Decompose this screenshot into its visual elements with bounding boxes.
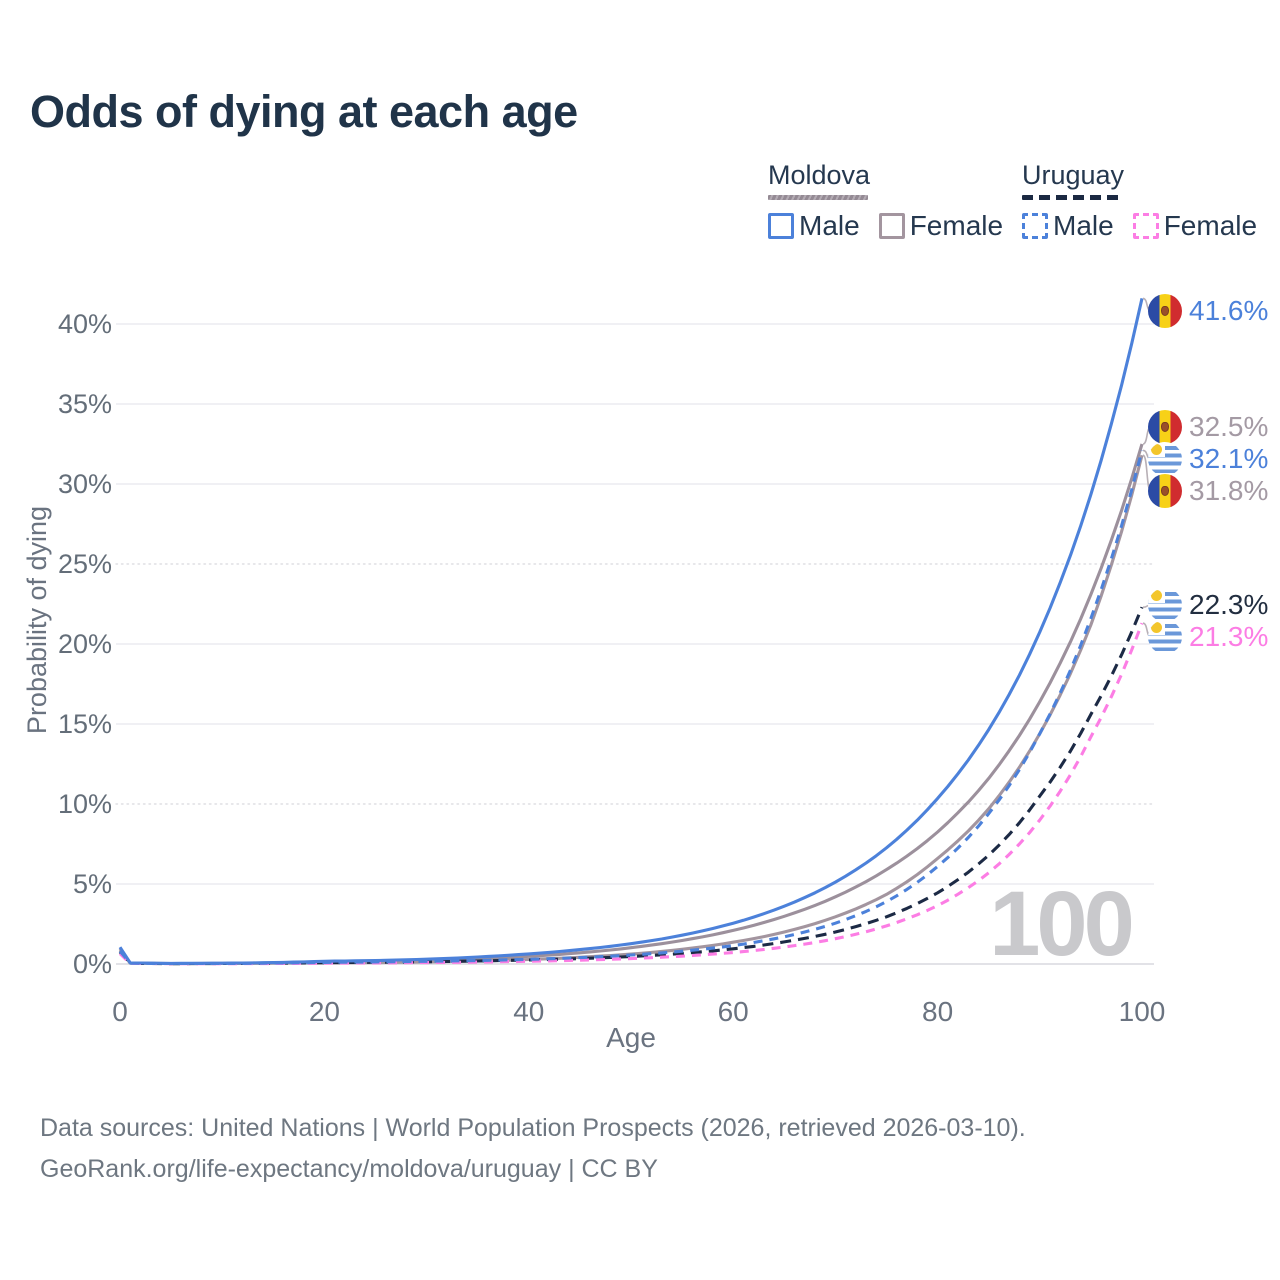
x-tick-label: 100 xyxy=(1119,996,1166,1027)
legend-group-uruguay: Uruguay Male Female xyxy=(1022,160,1257,242)
end-value-moldova_female: 31.8% xyxy=(1189,475,1269,506)
chart-footer: Data sources: United Nations | World Pop… xyxy=(40,1108,1026,1190)
moldova-total-line-swatch xyxy=(768,195,868,200)
series-end-label-uruguay_total: 22.3% xyxy=(1148,587,1268,623)
x-axis-title: Age xyxy=(606,1022,656,1053)
x-tick-label: 60 xyxy=(718,996,749,1027)
series-line-uruguay_female xyxy=(118,622,1144,966)
y-tick-label: 30% xyxy=(58,469,112,499)
series-line-uruguay_male xyxy=(118,450,1144,966)
y-tick-label: 35% xyxy=(58,389,112,419)
series-end-label-moldova_male: 41.6% xyxy=(1148,293,1268,329)
moldova-male-swatch-icon xyxy=(768,213,794,239)
series-end-label-uruguay_female: 21.3% xyxy=(1148,619,1268,655)
y-tick-label: 20% xyxy=(58,629,112,659)
uruguay-total-line-swatch xyxy=(1022,195,1122,200)
end-value-moldova_total: 32.5% xyxy=(1189,411,1269,442)
footer-data-sources: Data sources: United Nations | World Pop… xyxy=(40,1114,1026,1142)
x-tick-label: 80 xyxy=(922,996,953,1027)
y-tick-label: 0% xyxy=(73,949,112,979)
x-tick-label: 0 xyxy=(112,996,128,1027)
uruguay-flag-icon xyxy=(1148,588,1182,622)
y-tick-label: 10% xyxy=(58,789,112,819)
end-value-uruguay_male: 32.1% xyxy=(1189,443,1269,474)
legend-item-uruguay-female[interactable]: Female xyxy=(1132,210,1258,242)
series-line-moldova_male xyxy=(118,298,1144,965)
end-value-uruguay_total: 22.3% xyxy=(1189,589,1269,620)
hover-age-watermark: 100 xyxy=(989,873,1131,975)
moldova-female-swatch-icon xyxy=(878,213,905,239)
page-title: Odds of dying at each age xyxy=(30,86,578,137)
legend-item-moldova-male-label: Male xyxy=(799,210,860,241)
y-tick-label: 40% xyxy=(58,309,112,339)
moldova-flag-icon xyxy=(1148,294,1182,328)
legend-item-uruguay-male[interactable]: Male xyxy=(1022,210,1114,242)
moldova-flag-icon xyxy=(1148,474,1182,508)
legend-country-uruguay: Uruguay xyxy=(1022,160,1257,200)
legend-country-uruguay-label: Uruguay xyxy=(1022,160,1125,190)
y-axis-title: Probability of dying xyxy=(22,506,52,734)
legend-item-moldova-female-label: Female xyxy=(909,210,1004,241)
series-end-label-moldova_total: 32.5% xyxy=(1148,409,1268,445)
y-tick-label: 25% xyxy=(58,549,112,579)
y-tick-label: 15% xyxy=(58,709,112,739)
series-line-uruguay_total xyxy=(118,606,1144,966)
legend-country-moldova: Moldova xyxy=(768,160,1003,200)
legend-country-moldova-label: Moldova xyxy=(768,160,871,190)
x-tick-label: 20 xyxy=(309,996,340,1027)
y-tick-label: 5% xyxy=(73,869,112,899)
uruguay-flag-icon xyxy=(1148,620,1182,654)
series-end-label-uruguay_male: 32.1% xyxy=(1148,441,1268,477)
end-value-moldova_male: 41.6% xyxy=(1189,295,1269,326)
legend-item-uruguay-female-label: Female xyxy=(1163,210,1258,241)
legend-group-moldova: Moldova Male Female xyxy=(768,160,1003,242)
series-end-label-moldova_female: 31.8% xyxy=(1148,473,1268,509)
uruguay-male-swatch-icon xyxy=(1022,213,1048,239)
uruguay-female-swatch-icon xyxy=(1132,213,1159,239)
moldova-flag-icon xyxy=(1148,410,1182,444)
footer-attribution: GeoRank.org/life-expectancy/moldova/urug… xyxy=(40,1155,658,1183)
uruguay-flag-icon xyxy=(1148,442,1182,476)
x-tick-label: 40 xyxy=(513,996,544,1027)
legend-item-moldova-male[interactable]: Male xyxy=(768,210,860,242)
legend-item-uruguay-male-label: Male xyxy=(1053,210,1114,241)
end-value-uruguay_female: 21.3% xyxy=(1189,621,1269,652)
legend-item-moldova-female[interactable]: Female xyxy=(878,210,1004,242)
